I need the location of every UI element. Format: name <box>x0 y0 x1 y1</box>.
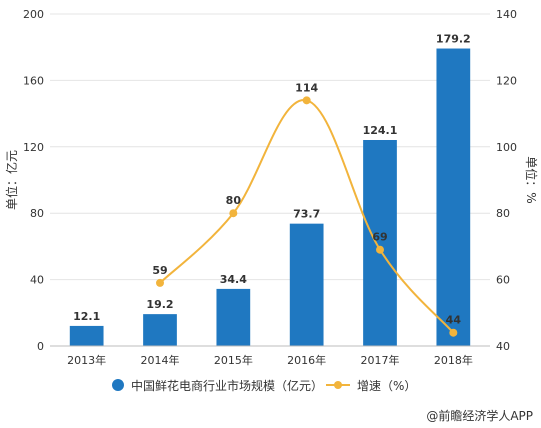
right-tick-label: 140 <box>496 8 517 21</box>
x-tick-label: 2014年 <box>141 353 180 367</box>
x-tick-label: 2013年 <box>67 353 106 367</box>
growth-point <box>156 278 164 287</box>
growth-value-label: 44 <box>446 314 462 327</box>
right-tick-label: 120 <box>496 74 517 87</box>
right-tick-label: 40 <box>496 340 510 353</box>
left-tick-label: 120 <box>23 141 44 154</box>
bar <box>436 48 471 346</box>
legend-line-label: 增速（%） <box>357 379 416 393</box>
x-tick-label: 2018年 <box>434 353 473 367</box>
legend-line-marker <box>334 381 342 389</box>
bar-value-label: 73.7 <box>293 208 320 221</box>
source-credit: @前瞻经济学人APP <box>426 409 533 423</box>
growth-point <box>376 245 384 254</box>
growth-point <box>229 209 238 218</box>
right-axis-ticks: 40 60 80 100 120 140 <box>496 8 517 353</box>
gridlines <box>50 13 490 281</box>
legend: 中国鲜花电商行业市场规模（亿元） 增速（%） <box>112 378 416 393</box>
legend-bar-label: 中国鲜花电商行业市场规模（亿元） <box>131 378 323 393</box>
right-tick-label: 100 <box>496 141 517 154</box>
legend-bar-marker <box>112 379 124 391</box>
x-tick-label: 2017年 <box>361 353 400 367</box>
growth-value-label: 80 <box>226 194 242 207</box>
growth-value-label: 114 <box>295 81 318 94</box>
left-axis-ticks: 0 40 80 120 160 200 <box>23 8 44 353</box>
bar <box>69 325 104 346</box>
bar <box>363 139 397 346</box>
x-tick-label: 2016年 <box>287 353 326 367</box>
left-tick-label: 40 <box>30 274 44 287</box>
right-tick-label: 60 <box>496 274 510 287</box>
growth-point <box>449 328 458 337</box>
bar-value-label: 34.4 <box>220 273 247 286</box>
growth-value-label: 69 <box>372 231 387 244</box>
growth-point <box>302 96 311 105</box>
bar <box>289 223 324 346</box>
x-axis-ticks: 2013年 2014年 2015年 2016年 2017年 2018年 <box>67 353 473 367</box>
bar-value-label: 124.1 <box>363 124 398 137</box>
left-axis-label: 单位：亿元 <box>4 150 19 210</box>
left-tick-label: 80 <box>30 207 44 220</box>
bar <box>143 314 177 346</box>
right-tick-label: 80 <box>496 207 510 220</box>
bar-value-label: 179.2 <box>436 33 471 46</box>
right-axis-label: 单位：% <box>524 156 539 203</box>
left-tick-label: 200 <box>23 8 44 21</box>
left-tick-label: 160 <box>23 74 44 87</box>
bar <box>216 288 251 346</box>
growth-line-series: 59 80 114 69 44 <box>152 81 462 337</box>
bar-series: 12.1 19.2 34.4 73.7 124.1 179.2 <box>69 33 471 346</box>
left-tick-label: 0 <box>37 340 44 353</box>
growth-value-label: 59 <box>152 264 167 277</box>
x-tick-label: 2015年 <box>214 353 253 367</box>
bar-value-label: 12.1 <box>73 310 100 323</box>
bar-value-label: 19.2 <box>146 298 173 311</box>
